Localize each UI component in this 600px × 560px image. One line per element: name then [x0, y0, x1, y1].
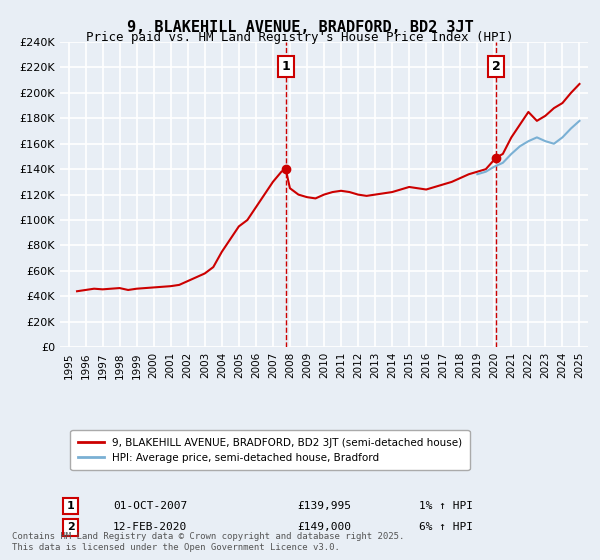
Text: 9, BLAKEHILL AVENUE, BRADFORD, BD2 3JT: 9, BLAKEHILL AVENUE, BRADFORD, BD2 3JT — [127, 20, 473, 35]
Text: 1: 1 — [281, 60, 290, 73]
Text: 12-FEB-2020: 12-FEB-2020 — [113, 522, 187, 532]
Text: 01-OCT-2007: 01-OCT-2007 — [113, 501, 187, 511]
Text: Price paid vs. HM Land Registry's House Price Index (HPI): Price paid vs. HM Land Registry's House … — [86, 31, 514, 44]
Text: Contains HM Land Registry data © Crown copyright and database right 2025.
This d: Contains HM Land Registry data © Crown c… — [12, 532, 404, 552]
Text: £149,000: £149,000 — [298, 522, 352, 532]
Text: 2: 2 — [67, 522, 74, 532]
Text: 2: 2 — [491, 60, 500, 73]
Text: 1% ↑ HPI: 1% ↑ HPI — [419, 501, 473, 511]
Text: £139,995: £139,995 — [298, 501, 352, 511]
Legend: 9, BLAKEHILL AVENUE, BRADFORD, BD2 3JT (semi-detached house), HPI: Average price: 9, BLAKEHILL AVENUE, BRADFORD, BD2 3JT (… — [70, 431, 470, 470]
Text: 1: 1 — [67, 501, 74, 511]
Text: 6% ↑ HPI: 6% ↑ HPI — [419, 522, 473, 532]
